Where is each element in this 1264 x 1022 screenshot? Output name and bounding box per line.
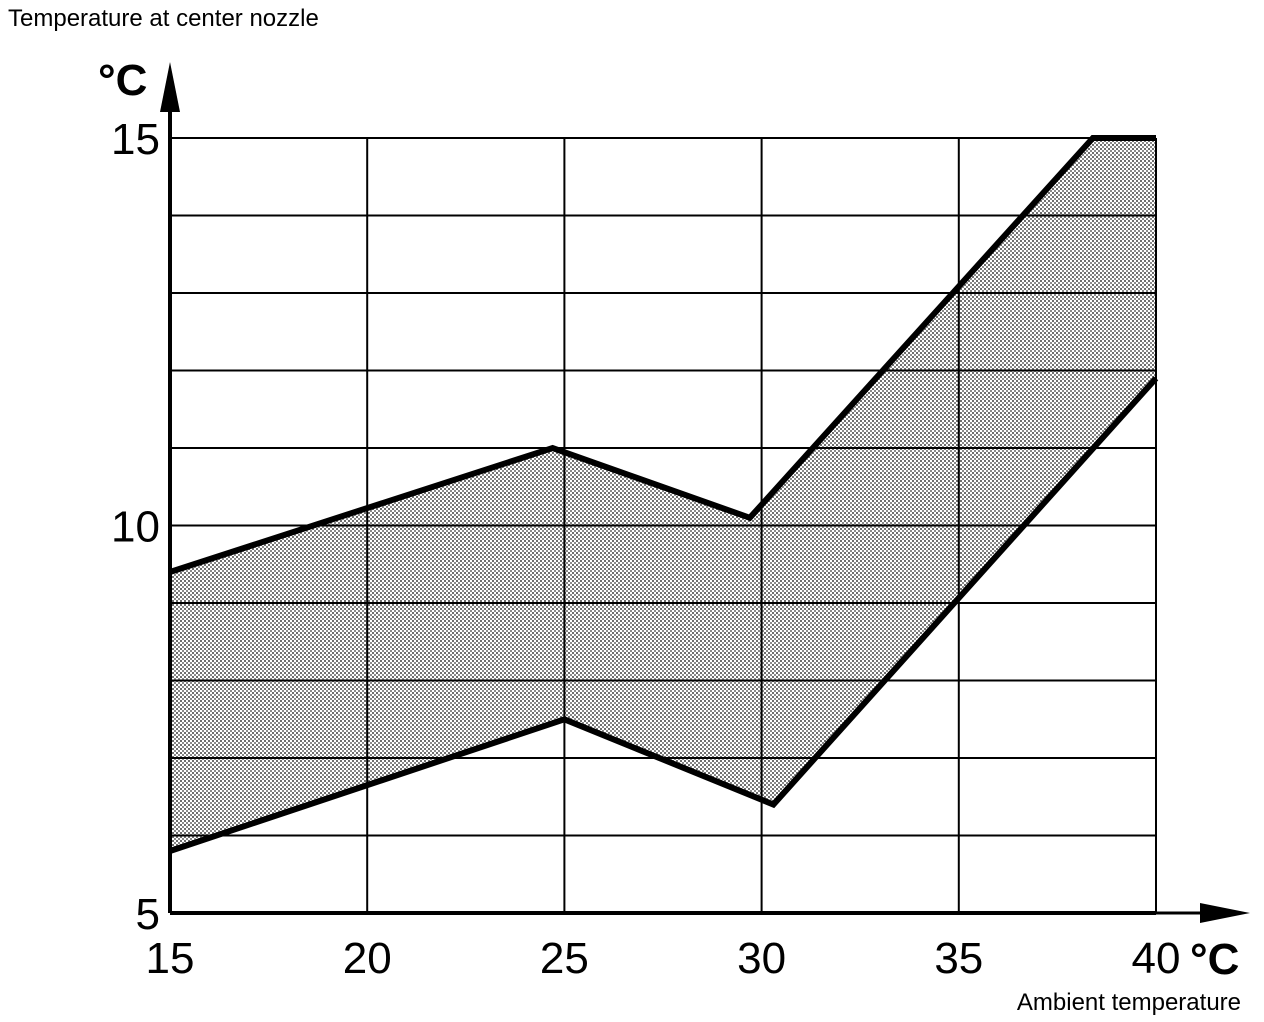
x-tick-label: 25 — [540, 934, 589, 983]
y-tick-label: 10 — [111, 503, 160, 552]
x-tick-label: 30 — [737, 934, 786, 983]
axes-layer — [160, 62, 1250, 923]
tick-layer: 15 20 25 30 35 40 5 10 15 — [111, 115, 1180, 983]
chart-title: Temperature at center nozzle — [8, 5, 319, 32]
x-axis-label: Ambient temperature — [1017, 989, 1241, 1016]
grid-layer — [169, 137, 1157, 913]
lower-boundary-line — [169, 376, 1159, 854]
x-tick-label: 15 — [146, 934, 195, 983]
x-axis-arrow-head — [1200, 903, 1250, 923]
band-layer — [170, 138, 1156, 851]
upper-boundary-line — [169, 135, 1156, 575]
y-tick-label: 5 — [136, 890, 160, 939]
x-tick-label: 20 — [343, 934, 392, 983]
x-tick-label: 40 — [1132, 934, 1181, 983]
x-tick-label: 35 — [934, 934, 983, 983]
y-tick-label: 15 — [111, 115, 160, 164]
series-layer — [169, 135, 1159, 854]
x-unit-label: °C — [1190, 935, 1239, 984]
shaded-band — [170, 138, 1156, 851]
y-axis-arrow-head — [160, 62, 180, 112]
y-unit-label: °C — [98, 56, 147, 105]
